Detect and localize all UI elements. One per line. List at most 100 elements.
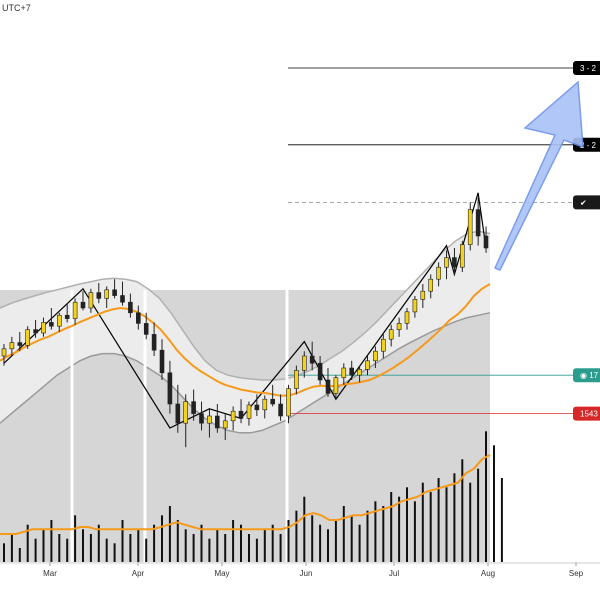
candle-body [333,377,339,394]
price-level-label-2: ✔ [580,198,587,207]
candle-body [365,360,370,370]
volume-bar [145,538,148,562]
volume-bar [232,520,235,562]
candle-body [286,388,291,417]
candle-body [222,420,228,429]
volume-bar [121,520,124,562]
volume-bar [153,524,156,562]
volume-bar [374,501,377,562]
candle-body [373,350,378,362]
volume-bar [3,543,5,562]
volume-bar [469,482,472,562]
volume-bar [82,529,84,562]
candle-body [1,348,7,357]
candle-body [254,404,260,411]
ema-line [0,283,491,397]
volume-bar [429,492,432,562]
volume-bar [319,524,322,562]
volume-bar [176,520,179,562]
price-level-tag-4 [573,406,600,421]
volume-bar [271,524,274,562]
candle-body [349,367,355,376]
x-tick-label: Jun [300,569,313,578]
volume-bar [366,510,369,562]
candle-body [199,413,204,424]
candle-body [246,404,252,419]
candle-body [459,244,465,268]
candle-body [25,329,31,346]
candle-body [325,379,331,394]
volume-bar [216,529,219,562]
volume-bar [113,543,116,562]
volume-bar [382,506,385,562]
volume-bar [34,538,37,562]
candle-body [262,398,268,411]
x-tick-label: Aug [481,569,495,578]
volume-bar [161,515,163,562]
candle-body [80,301,86,309]
x-tick-label: Apr [132,569,145,578]
candle-body [49,322,54,327]
candle-body [88,292,94,309]
volume-bar [10,534,13,562]
candle-body [270,398,276,405]
volume-bar [208,538,211,562]
volume-bar [18,548,21,562]
volume-bar [137,529,140,562]
volume-bar [42,529,45,562]
price-level-label-0: 3 - 2 [580,64,597,73]
candle-body [341,367,347,378]
candle-body [294,370,299,389]
price-level-label-4: 1543 [580,410,598,419]
candle-body [136,312,141,324]
candle-body [175,403,181,424]
candle-body [380,338,386,352]
candle-body [428,278,434,292]
volume-bar [342,506,345,562]
volume-bar [184,529,187,562]
candle-body [120,295,125,303]
candle-body [412,299,418,313]
x-tick-label: Mar [43,569,57,578]
volume-bar [334,520,337,562]
candle-body [167,372,173,405]
candle-body [230,410,236,422]
candle-body [104,289,109,299]
candle-body [483,235,489,249]
candle-body [238,410,244,419]
candle-body [128,301,133,314]
volume-bar [500,478,503,562]
candle-body [444,257,449,268]
candle-body [467,209,473,245]
volume-bar [413,501,416,562]
timezone-text: UTC+7 [2,3,31,13]
candle-body [151,334,157,351]
volume-bar [224,534,227,562]
volume-bar [240,524,242,562]
volume-bar [295,510,298,562]
volume-bar [200,524,203,562]
volume-bar [50,520,53,562]
volume-bar [97,524,100,562]
volume-bar [350,515,353,562]
volume-bar [453,473,456,562]
candle-body [64,314,70,319]
volume-bar [445,487,448,562]
volume-bar [89,534,92,562]
x-tick-label: Sep [569,569,584,578]
volume-bar [263,529,266,562]
band-upper-line [0,230,491,381]
candle-body [436,266,441,280]
volume-bar [303,496,306,562]
volume-bar [26,524,29,562]
volume-ma-line [0,453,491,535]
candle-body [56,314,62,327]
candle-body [317,362,323,381]
candle-body [191,401,196,414]
candle-body [475,209,481,237]
volume-bar [437,478,440,562]
candle-body [357,369,362,376]
x-tick-label: Jul [389,569,399,578]
volume-bar [105,538,108,562]
